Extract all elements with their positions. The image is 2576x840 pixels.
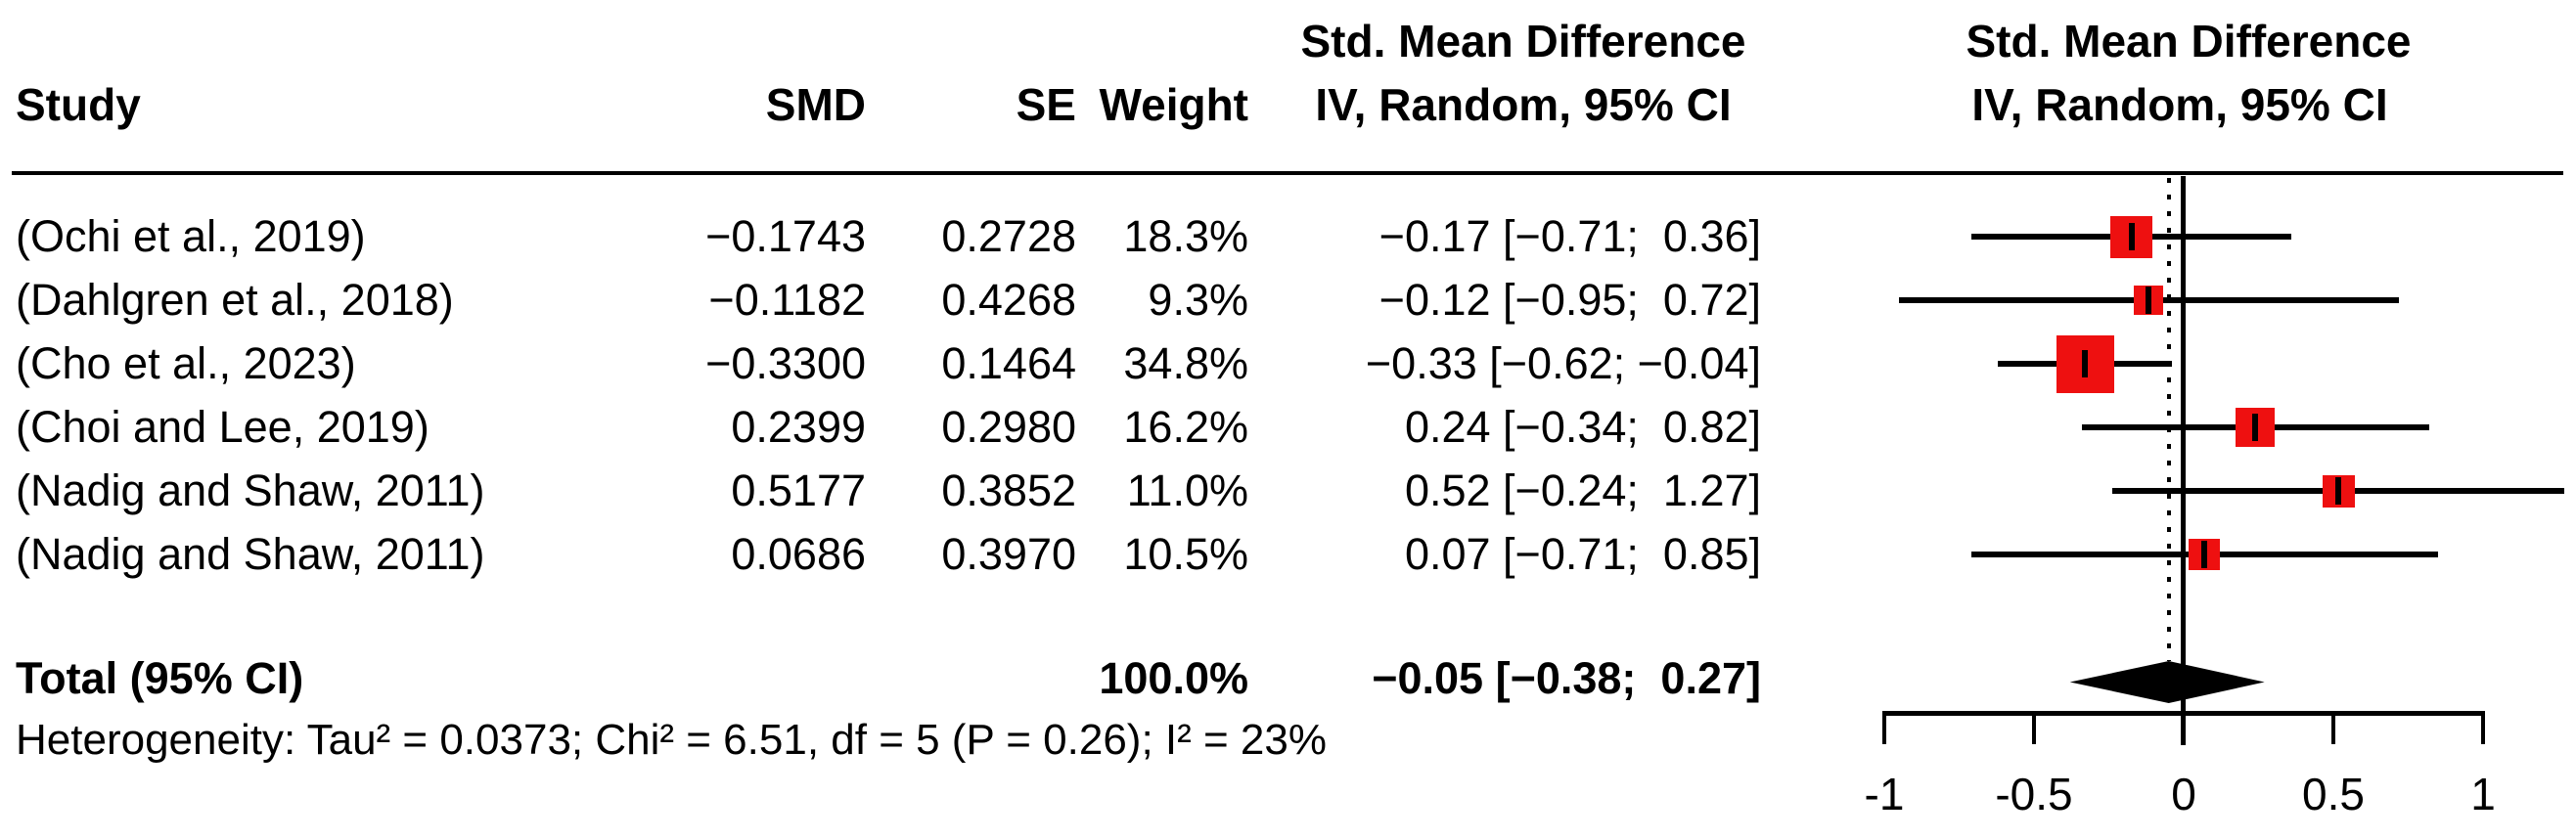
overall-effect-line — [2166, 178, 2171, 661]
study-weight: 11.0% — [1126, 465, 1248, 515]
study-smd: −0.1182 — [708, 275, 866, 325]
study-smd: −0.3300 — [705, 338, 866, 388]
plot-header-title: Std. Mean Difference — [1966, 16, 2412, 66]
study-label: (Cho et al., 2023) — [16, 338, 356, 388]
column-header-weight: Weight — [1099, 79, 1248, 130]
axis-tick — [2481, 711, 2485, 744]
study-weight: 9.3% — [1148, 275, 1248, 325]
study-se: 0.2728 — [941, 211, 1076, 261]
effect-marker — [2252, 414, 2259, 441]
study-smd: 0.2399 — [731, 402, 866, 452]
study-se: 0.1464 — [941, 338, 1076, 388]
study-label: (Nadig and Shaw, 2011) — [16, 465, 485, 515]
column-header-study: Study — [16, 79, 141, 130]
axis-tick-label: -0.5 — [1995, 769, 2073, 819]
study-weight: 18.3% — [1123, 211, 1248, 261]
study-se: 0.2980 — [941, 402, 1076, 452]
total-ci: −0.05 [−0.38; 0.27] — [1372, 653, 1761, 703]
study-ci: 0.52 [−0.24; 1.27] — [1404, 465, 1761, 515]
study-se: 0.3970 — [941, 529, 1076, 579]
study-label: (Ochi et al., 2019) — [16, 211, 366, 261]
column-header-smd: SMD — [765, 79, 866, 130]
axis-tick-label: 1 — [2470, 769, 2496, 819]
axis-tick — [2182, 711, 2186, 744]
axis-tick-label: 0.5 — [2302, 769, 2365, 819]
effect-marker — [2145, 287, 2151, 314]
column-header-se: SE — [1016, 79, 1076, 130]
axis-tick — [2331, 711, 2335, 744]
effect-marker — [2200, 541, 2207, 568]
total-weight: 100.0% — [1099, 653, 1248, 703]
study-se: 0.4268 — [941, 275, 1076, 325]
effect-marker — [2335, 477, 2342, 505]
zero-line — [2181, 176, 2186, 745]
study-smd: −0.1743 — [705, 211, 866, 261]
study-label: (Nadig and Shaw, 2011) — [16, 529, 485, 579]
axis-tick-label: -1 — [1864, 769, 1905, 819]
study-weight: 10.5% — [1123, 529, 1248, 579]
study-label: (Dahlgren et al., 2018) — [16, 275, 454, 325]
study-smd: 0.5177 — [731, 465, 866, 515]
study-ci: 0.07 [−0.71; 0.85] — [1404, 529, 1761, 579]
effect-marker — [2128, 223, 2135, 250]
study-label: (Choi and Lee, 2019) — [16, 402, 429, 452]
study-se: 0.3852 — [941, 465, 1076, 515]
total-label: Total (95% CI) — [16, 653, 304, 703]
study-ci: −0.33 [−0.62; −0.04] — [1365, 338, 1761, 388]
study-weight: 16.2% — [1123, 402, 1248, 452]
heterogeneity-text: Heterogeneity: Tau² = 0.0373; Chi² = 6.5… — [16, 716, 1327, 764]
study-smd: 0.0686 — [731, 529, 866, 579]
axis-tick — [2032, 711, 2036, 744]
study-ci: −0.12 [−0.95; 0.72] — [1378, 275, 1761, 325]
header-divider — [12, 171, 2563, 175]
study-ci: −0.17 [−0.71; 0.36] — [1378, 211, 1761, 261]
axis-tick — [1882, 711, 1886, 744]
study-ci: 0.24 [−0.34; 0.82] — [1404, 402, 1761, 452]
study-weight: 34.8% — [1123, 338, 1248, 388]
plot-header-sub: IV, Random, 95% CI — [1971, 79, 2388, 130]
axis-tick-label: 0 — [2171, 769, 2196, 819]
column-header-ci-sub: IV, Random, 95% CI — [1315, 79, 1732, 130]
effect-marker — [2082, 350, 2089, 377]
column-header-ci-title: Std. Mean Difference — [1300, 16, 1746, 66]
